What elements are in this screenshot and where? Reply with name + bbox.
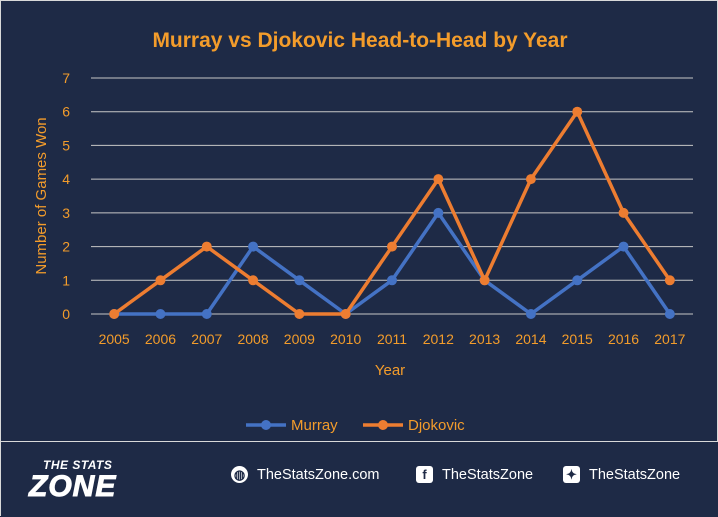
point-djokovic-2008 (248, 275, 259, 286)
x-tick-label-2007: 2007 (191, 331, 222, 347)
line-chart: Murray vs Djokovic Head-to-Head by Year 0… (33, 29, 693, 434)
point-murray-2017 (664, 309, 675, 319)
facebook-icon: f (416, 466, 433, 483)
point-murray-2009 (294, 275, 305, 286)
point-djokovic-2017 (664, 275, 675, 286)
point-djokovic-2013 (479, 275, 490, 286)
y-tick-label-1: 1 (62, 272, 70, 288)
point-murray-2007 (201, 309, 212, 319)
x-tick-label-2016: 2016 (608, 331, 639, 347)
twitter-link[interactable]: ✦ TheStatsZone (563, 466, 680, 483)
website-link-text: TheStatsZone.com (257, 466, 380, 483)
y-axis-label: Number of Games Won (33, 117, 50, 274)
legend-label-djokovic: Djokovic (408, 417, 465, 434)
twitter-icon: ✦ (563, 466, 580, 483)
point-murray-2016 (618, 241, 629, 252)
stats-zone-logo: THE STATS ZONE (28, 458, 159, 506)
legend-marker-murray (261, 420, 271, 430)
chart-title: Murray vs Djokovic Head-to-Head by Year (152, 29, 567, 52)
x-tick-label-2005: 2005 (99, 331, 130, 347)
point-djokovic-2006 (155, 275, 166, 286)
point-djokovic-2015 (572, 106, 583, 117)
x-tick-label-2012: 2012 (423, 331, 454, 347)
point-murray-2006 (155, 309, 166, 319)
x-tick-label-2015: 2015 (562, 331, 593, 347)
series-line-murray (114, 211, 672, 316)
legend-marker-djokovic (378, 420, 388, 430)
facebook-link-text: TheStatsZone (442, 466, 534, 483)
point-djokovic-2010 (340, 309, 351, 319)
point-murray-2014 (525, 309, 536, 319)
point-djokovic-2012 (433, 174, 444, 185)
twitter-link-text: TheStatsZone (589, 466, 681, 483)
website-link[interactable]: ◍ TheStatsZone.com (231, 466, 380, 483)
x-tick-label-2011: 2011 (377, 331, 407, 347)
y-tick-label-6: 6 (62, 104, 70, 120)
x-tick-label-2010: 2010 (330, 331, 361, 347)
y-tick-label-4: 4 (62, 171, 70, 187)
point-djokovic-2016 (618, 207, 629, 218)
x-tick-label-2014: 2014 (515, 331, 546, 347)
x-tick-label-2006: 2006 (145, 331, 176, 347)
logo-top-text: THE STATS (43, 458, 113, 472)
point-djokovic-2011 (387, 241, 397, 252)
y-tick-label-2: 2 (62, 239, 70, 255)
footer-bar: THE STATS ZONE ◍ TheStatsZone.com f TheS… (1, 441, 718, 517)
point-djokovic-2009 (294, 309, 305, 319)
globe-icon: ◍ (231, 466, 248, 483)
x-tick-label-2009: 2009 (284, 331, 315, 347)
x-tick-label-2017: 2017 (654, 331, 685, 347)
y-tick-label-0: 0 (62, 306, 70, 322)
x-axis-label: Year (375, 362, 405, 379)
point-djokovic-2005 (109, 309, 120, 319)
x-tick-label-2013: 2013 (469, 331, 500, 347)
logo-main-text: ZONE (28, 470, 117, 504)
y-tick-label-5: 5 (62, 137, 70, 153)
x-tick-label-2008: 2008 (237, 331, 268, 347)
point-djokovic-2014 (525, 174, 536, 185)
facebook-link[interactable]: f TheStatsZone (416, 466, 533, 483)
y-tick-label-7: 7 (62, 70, 70, 86)
point-murray-2015 (572, 275, 583, 286)
point-murray-2011 (387, 275, 397, 286)
point-djokovic-2007 (201, 241, 212, 252)
legend-label-murray: Murray (291, 417, 338, 434)
y-tick-label-3: 3 (62, 205, 70, 221)
point-murray-2012 (433, 207, 444, 218)
point-murray-2008 (248, 241, 259, 252)
